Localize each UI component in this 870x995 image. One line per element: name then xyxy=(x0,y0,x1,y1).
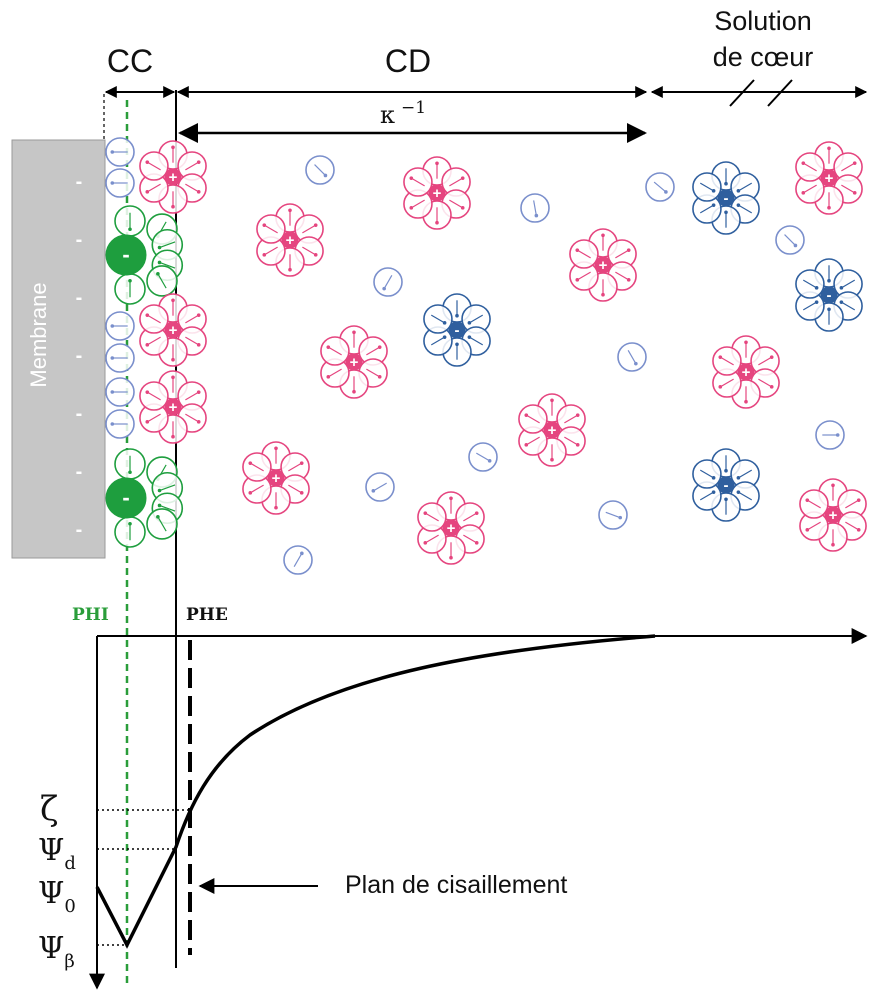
water-molecule xyxy=(775,225,805,255)
anion-hydrated: - xyxy=(692,161,760,235)
anion-hydrated: - xyxy=(423,293,491,367)
cation-hydrated: + xyxy=(569,228,637,302)
cation-charge-sign: + xyxy=(447,520,456,537)
cation-charge-sign: + xyxy=(286,232,295,249)
cation-charge-sign: + xyxy=(272,470,281,487)
psi-0-label: Ψ0 xyxy=(38,876,76,917)
membrane-charge: - xyxy=(76,519,83,541)
psi-beta-label: Ψβ xyxy=(38,931,75,972)
cation-charge-sign: + xyxy=(829,507,838,524)
anion-charge-sign: - xyxy=(455,322,460,339)
cation-compact-layer: + xyxy=(139,370,207,444)
water-molecule xyxy=(283,545,313,575)
cation-charge-sign: + xyxy=(548,422,557,439)
psi-d-label: Ψd xyxy=(38,833,76,874)
anion-charge-sign: - xyxy=(724,477,729,494)
cation-hydrated: + xyxy=(403,156,471,230)
anion-hydrated: - xyxy=(692,448,760,522)
cation-charge-sign: + xyxy=(350,354,359,371)
membrane-charge: - xyxy=(76,287,83,309)
region-label-cc: CC xyxy=(107,43,153,79)
cation-charge-sign: + xyxy=(169,322,178,339)
debye-length-label: κ −1 xyxy=(380,98,426,129)
water-molecule xyxy=(105,343,135,373)
cation-hydrated: + xyxy=(795,141,863,215)
water-molecule xyxy=(105,409,135,439)
inner-helmholtz-plane-label: PHI xyxy=(72,605,109,625)
cation-charge-sign: + xyxy=(825,170,834,187)
membrane-charge: - xyxy=(76,171,83,193)
region-label-bulk-line1: Solution xyxy=(714,6,812,36)
ions-layer: - - + + + + + + + + + + + + + - - - - xyxy=(105,137,867,575)
anion-charge-sign: - xyxy=(827,287,832,304)
adsorbed-anion: - xyxy=(105,205,184,305)
cation-charge-sign: + xyxy=(742,364,751,381)
water-molecule xyxy=(365,472,395,502)
cation-hydrated: + xyxy=(320,325,388,399)
membrane xyxy=(11,139,106,559)
membrane-charges: - - - - - - - xyxy=(76,171,83,541)
water-molecule xyxy=(598,500,628,530)
anion-charge-sign: - xyxy=(724,190,729,207)
water-molecule xyxy=(815,420,845,450)
membrane-charge: - xyxy=(76,461,83,483)
region-label-bulk-line2: de cœur xyxy=(713,42,814,72)
outer-helmholtz-plane-label: PHE xyxy=(186,605,228,625)
region-label-cd: CD xyxy=(385,43,431,79)
water-molecule xyxy=(105,311,135,341)
membrane-label: Membrane xyxy=(26,282,51,387)
cation-charge-sign: + xyxy=(169,399,178,416)
water-molecule xyxy=(105,377,135,407)
water-molecule xyxy=(520,193,550,223)
membrane-charge: - xyxy=(76,403,83,425)
cation-compact-layer: + xyxy=(139,293,207,367)
cation-charge-sign: + xyxy=(169,169,178,186)
potential-curve xyxy=(95,634,656,949)
bulk-break-mark-1 xyxy=(729,79,755,107)
cation-hydrated: + xyxy=(417,491,485,565)
water-molecule xyxy=(105,168,135,198)
bulk-break-mark-2 xyxy=(767,79,793,107)
shear-plane-label: Plan de cisaillement xyxy=(345,871,567,899)
anion-hydrated: - xyxy=(795,258,863,332)
cation-charge-sign: + xyxy=(599,257,608,274)
membrane-charge: - xyxy=(76,229,83,251)
cation-hydrated: + xyxy=(799,478,867,552)
zeta-potential-label: ζ xyxy=(40,789,58,829)
water-molecule xyxy=(305,155,335,185)
cation-hydrated: + xyxy=(256,203,324,277)
water-molecule xyxy=(645,172,675,202)
cation-hydrated: + xyxy=(242,441,310,515)
water-molecule xyxy=(373,267,403,297)
anion-charge-sign: - xyxy=(122,485,129,510)
membrane-charge: - xyxy=(76,345,83,367)
water-molecule xyxy=(617,342,647,372)
anion-charge-sign: - xyxy=(122,242,129,267)
cation-compact-layer: + xyxy=(139,140,207,214)
cation-hydrated: + xyxy=(518,393,586,467)
cation-hydrated: + xyxy=(712,335,780,409)
water-molecule xyxy=(105,137,135,167)
cation-charge-sign: + xyxy=(433,185,442,202)
adsorbed-anion: - xyxy=(105,448,184,548)
water-molecule xyxy=(468,442,498,472)
